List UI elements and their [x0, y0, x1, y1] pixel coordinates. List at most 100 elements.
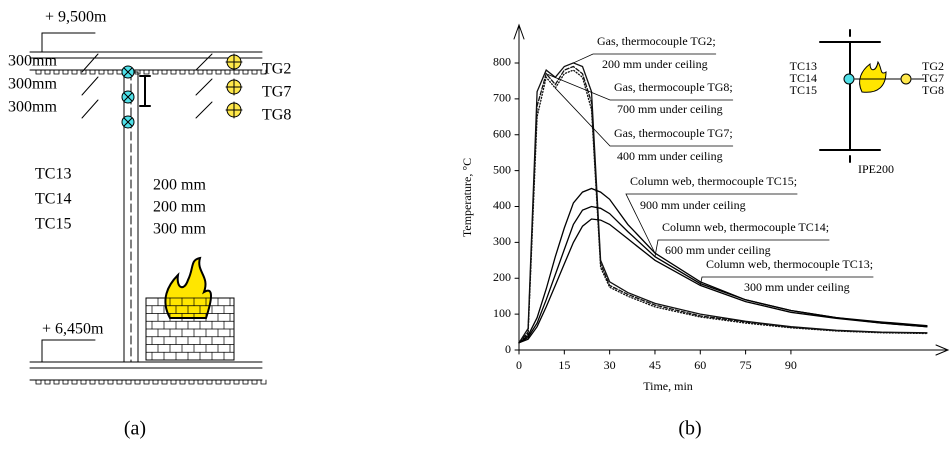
inset-label: TC15: [790, 83, 817, 97]
spacing-label: 200 mm: [153, 199, 206, 216]
hatch: [107, 69, 114, 75]
y-tick-label: 500: [493, 162, 511, 176]
hatch: [143, 379, 150, 385]
series-line: [518, 69, 928, 344]
inset-label: TC14: [790, 71, 817, 85]
x-axis: [518, 344, 950, 356]
hatch: [260, 69, 267, 75]
hatch: [170, 69, 177, 75]
fire: [859, 60, 887, 93]
hatch: [62, 69, 69, 75]
x-tick-label: 90: [785, 358, 797, 372]
leader: [654, 239, 830, 258]
annotation: 200 mm under ceiling: [602, 57, 708, 71]
leader: [545, 73, 734, 101]
spacing-label: 300mm: [8, 53, 57, 70]
annotation: Gas, thermocouple TG2;: [597, 34, 716, 48]
inset-label: TG7: [922, 71, 944, 85]
hatch: [44, 379, 51, 385]
hatch: [242, 69, 249, 75]
hatch: [197, 69, 204, 75]
hatch: [152, 379, 159, 385]
sensor-label: TG2: [262, 61, 291, 78]
annotation: Gas, thermocouple TG7;: [614, 126, 733, 140]
hatch: [80, 379, 87, 385]
leader: [554, 87, 734, 147]
thermocouple-cross: [225, 53, 243, 71]
series-line: [518, 218, 928, 344]
hatch: [89, 379, 96, 385]
leader: [195, 53, 213, 71]
elevation-label: + 9,500m: [45, 9, 107, 26]
fire: [164, 256, 212, 319]
leader: [195, 101, 213, 119]
leader: [81, 99, 99, 119]
y-tick-label: 200: [493, 270, 511, 284]
y-tick-label: 100: [493, 306, 511, 320]
spacing-label: 300mm: [8, 76, 57, 93]
hatch: [143, 69, 150, 75]
hatch: [116, 69, 123, 75]
i-beam: [819, 29, 881, 163]
inset-label: TC13: [790, 59, 817, 73]
hatch: [89, 69, 96, 75]
y-axis: [513, 23, 525, 351]
thermocouple-cross: [123, 92, 133, 102]
hatch: [80, 69, 87, 75]
spacing-label: 300mm: [8, 99, 57, 116]
annotation: 400 mm under ceiling: [617, 149, 723, 163]
hatch: [188, 69, 195, 75]
sensor-label: TG7: [262, 84, 291, 101]
leader: [572, 53, 717, 64]
hatch: [179, 69, 186, 75]
hatch: [188, 379, 195, 385]
y-tick-label: 0: [505, 342, 511, 356]
leader: [699, 276, 874, 286]
hatch: [251, 69, 258, 75]
leader: [81, 53, 99, 73]
x-tick-label: 60: [694, 358, 706, 372]
y-tick-label: 400: [493, 198, 511, 212]
diagram: [29, 32, 263, 381]
hatch: [260, 379, 267, 385]
inset-label: IPE200: [858, 162, 894, 176]
sensor-label: TC14: [35, 191, 71, 208]
y-tick-label: 800: [493, 55, 511, 69]
hatch: [134, 69, 141, 75]
hatch: [224, 69, 231, 75]
hatch: [206, 69, 213, 75]
sensor-label: TC15: [35, 216, 71, 233]
hatch: [134, 379, 141, 385]
hatch: [107, 379, 114, 385]
thermocouple-cross: [123, 67, 133, 77]
x-tick-label: 45: [649, 358, 661, 372]
hatch: [44, 69, 51, 75]
caption: (b): [678, 418, 701, 440]
hatch: [215, 379, 222, 385]
inset-label: TG2: [922, 59, 944, 73]
thermocouple: [843, 73, 855, 85]
x-tick-label: 75: [740, 358, 752, 372]
hatch: [215, 69, 222, 75]
spacing-label: 200 mm: [153, 177, 206, 194]
hatch: [197, 379, 204, 385]
annotation: Column web, thermocouple TC15;: [630, 174, 797, 188]
hatch: [251, 379, 258, 385]
hatch: [161, 69, 168, 75]
thermocouple-cross: [225, 101, 243, 119]
annotation: 600 mm under ceiling: [665, 243, 771, 257]
hatch: [71, 69, 78, 75]
hatch: [98, 69, 105, 75]
inset-label: TG8: [922, 83, 944, 97]
y-tick-label: 700: [493, 91, 511, 105]
x-tick-label: 15: [558, 358, 570, 372]
hatch: [62, 379, 69, 385]
annotation: 700 mm under ceiling: [617, 102, 723, 116]
caption: (a): [124, 418, 146, 440]
hatch: [35, 379, 42, 385]
hatch: [224, 379, 231, 385]
x-tick-label: 0: [516, 358, 522, 372]
leader: [81, 76, 99, 96]
thermocouple-cross: [225, 78, 243, 96]
